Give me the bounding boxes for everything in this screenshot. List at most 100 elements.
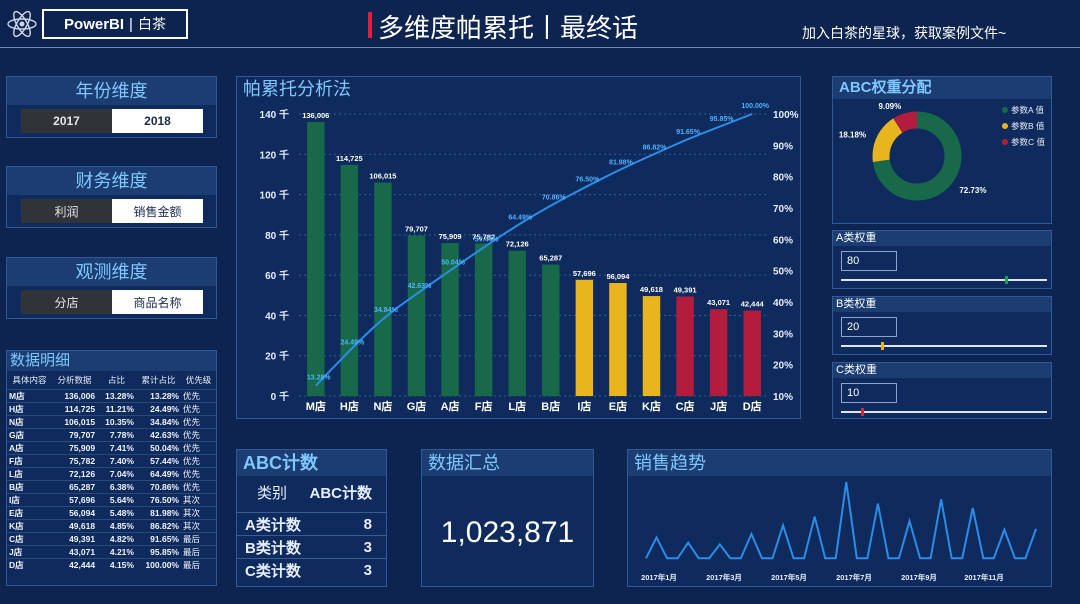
table-cell: 优先 [181,466,216,480]
weight-a-slider[interactable] [841,279,1047,281]
filter-option-2018[interactable]: 2018 [112,109,203,133]
legend-marker [1002,123,1008,129]
abc-count-label: A类计数 [245,516,301,534]
donut-value-label: 18.18% [839,130,866,139]
filter-option-2017[interactable]: 2017 [21,109,112,133]
weight-c-slider[interactable] [841,411,1047,413]
cumulative-label: 64.49% [508,214,533,221]
bar-value-label: 65,287 [539,253,562,262]
bar-B店[interactable] [542,264,560,396]
table-row: G店 79,707 7.78% 42.63% 优先 [7,427,216,441]
table-cell: H店 [7,401,53,415]
table-cell: 34.84% [135,414,181,428]
table-cell: 136,006 [52,388,98,402]
table-cell: 72,126 [52,466,98,480]
table-cell: 64.49% [135,466,181,480]
column-header[interactable]: 累计占比 [141,374,176,385]
y-left-tick-label: 60 千 [265,269,289,282]
legend-label[interactable]: 参数B 值 [1011,121,1045,131]
y-right-tick-label: 30% [773,329,793,340]
bar-M店[interactable] [307,122,325,397]
weight-c-slider-knob[interactable] [860,408,864,416]
bar-value-label: 57,696 [573,269,596,278]
bar-value-label: 114,725 [336,154,363,163]
bar-G店[interactable] [407,235,426,396]
bar-E店[interactable] [609,283,627,396]
x-tick-label: H店 [340,399,359,413]
filter-option-sales[interactable]: 销售金额 [112,199,203,223]
column-header[interactable]: 具体内容 [12,374,47,385]
column-header[interactable]: 分析数据 [57,374,92,385]
y-left-tick-label: 120 千 [260,148,289,161]
table-cell: 100.00% [135,557,181,571]
filter-option-store[interactable]: 分店 [21,290,112,314]
summary-title: 数据汇总 [422,450,593,476]
header-link[interactable]: 加入白茶的星球，获取案例文件~ [802,25,1007,41]
table-cell: 4.85% [97,518,136,532]
detail-panel: 数据明细 具体内容 分析数据 占比 累计占比 优先级 M店 136,006 13.28% 13… [6,350,217,586]
legend-label[interactable]: 参数A 值 [1011,105,1045,115]
bar-C店[interactable] [676,296,694,396]
bar-F店[interactable] [474,243,493,396]
bar-value-label: 106,015 [369,171,396,180]
bar-A店[interactable] [441,243,459,396]
donut-value-label: 72.73% [959,186,986,195]
donut-value-label: 9.09% [879,102,902,111]
weight-b-input[interactable]: 20 [841,317,897,337]
y-right-tick-label: 100% [773,110,799,121]
table-row: L店 72,126 7.04% 64.49% 优先 [7,466,216,480]
atom-logo-icon [6,8,38,40]
table-cell: 79,707 [52,427,98,441]
table-cell: 24.49% [135,401,181,415]
filter-option-product[interactable]: 商品名称 [112,290,203,314]
page-title: 多维度帕累托丨最终话 [378,13,639,43]
pareto-title: 帕累托分析法 [237,77,800,101]
column-header[interactable]: 占比 [108,374,126,385]
weight-a-slider-knob[interactable] [1004,276,1008,284]
table-cell: 优先 [181,388,216,402]
bar-I店[interactable] [575,279,594,396]
table-cell: 优先 [181,401,216,415]
table-cell: 65,287 [52,479,98,493]
table-cell: 42.63% [135,427,181,441]
x-tick-label: 2017年7月 [836,572,872,582]
filter-option-profit[interactable]: 利润 [21,199,112,223]
table-cell: N店 [7,414,53,428]
table-cell: 5.64% [97,492,136,506]
donut-slice[interactable] [872,111,962,201]
bar-J店[interactable] [709,309,728,396]
weight-a-input[interactable]: 80 [841,251,897,271]
weight-b-slider-knob[interactable] [881,342,885,350]
bar-N店[interactable] [374,182,392,396]
legend-label[interactable]: 参数C 值 [1011,137,1046,147]
trend-panel: 销售趋势 2017年1月 2017年3月 2017年5月 2017年7月 2017年9月… [627,449,1052,587]
table-cell: 11.21% [97,401,136,415]
weight-c-input[interactable]: 10 [841,383,897,403]
table-cell: F店 [7,453,53,467]
weight-b-slider[interactable] [841,345,1047,347]
weight-a-panel: A类权重 80 [832,230,1052,289]
table-cell: 优先 [181,479,216,493]
column-header[interactable]: 优先级 [185,374,212,385]
bar-H店[interactable] [340,164,359,396]
donut-slice[interactable] [872,111,962,201]
bar-D店[interactable] [743,310,761,396]
abc-count-table: A类计数 8 B类计数 3 C类计数 3 [237,512,386,581]
table-cell: 7.41% [97,440,136,454]
cumulative-label: 57.44% [475,236,500,243]
bar-value-label: 56,094 [606,272,630,281]
table-cell: 75,909 [52,440,98,454]
filter-title: 财务维度 [7,167,216,195]
table-row: M店 136,006 13.28% 13.28% 优先 [7,388,216,402]
logo-separator: | [129,15,133,33]
logo: PowerBI | 白茶 [42,9,188,39]
x-tick-label: 2017年11月 [964,572,1004,582]
x-tick-label: A店 [441,399,460,413]
bar-L店[interactable] [508,250,526,396]
x-tick-label: K店 [642,399,661,413]
bar-K店[interactable] [642,296,661,396]
weight-b-panel: B类权重 20 [832,296,1052,355]
abc-count-value: 3 [363,561,372,579]
x-tick-label: I店 [577,399,591,413]
table-cell: 4.21% [97,544,136,558]
